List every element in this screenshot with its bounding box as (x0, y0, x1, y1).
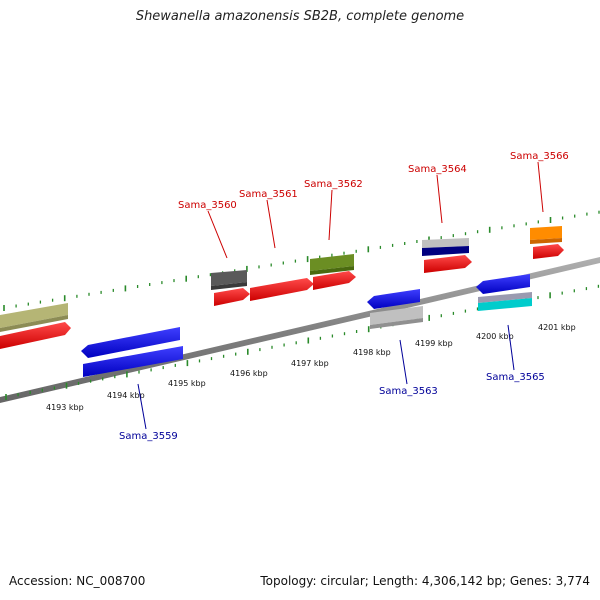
cds-forward (0, 322, 71, 349)
cds-reverse (476, 274, 530, 294)
cds-reverse (81, 327, 180, 358)
cds-forward (313, 271, 356, 290)
gene-label-reverse: Sama_3563 (379, 386, 438, 397)
feature-other (310, 266, 354, 275)
ruler-label: 4201 kbp (538, 323, 576, 332)
cds-reverse (367, 289, 420, 309)
feature-other (211, 282, 247, 290)
feature-other (478, 292, 532, 303)
ruler-label: 4195 kbp (168, 379, 206, 388)
ruler-label: 4199 kbp (415, 339, 453, 348)
feature-other (422, 238, 469, 248)
genome-stats-label: Topology: circular; Length: 4,306,142 bp… (260, 574, 590, 588)
map-title: Shewanella amazonensis SB2B, complete ge… (135, 9, 465, 24)
forward-features (0, 226, 564, 349)
ruler-label: 4200 kbp (476, 332, 514, 341)
feature-other (422, 246, 469, 256)
cds-forward (424, 255, 472, 273)
feature-other (370, 306, 423, 325)
ruler-label: 4198 kbp (353, 348, 391, 357)
gene-label-reverse: Sama_3559 (119, 431, 178, 442)
reverse-features (81, 274, 532, 377)
feature-other (0, 315, 68, 332)
ruler-labels: 4193 kbp 4194 kbp 4195 kbp 4196 kbp 4197… (46, 323, 576, 412)
gene-label-reverse: Sama_3565 (486, 372, 545, 383)
gene-label-forward: Sama_3561 (239, 189, 298, 200)
gene-label-forward: Sama_3562 (304, 179, 363, 190)
cds-forward (214, 288, 250, 306)
ruler-label: 4194 kbp (107, 391, 145, 400)
cds-forward (533, 244, 564, 259)
gene-labels: Sama_3560 Sama_3561 Sama_3562 Sama_3564 … (119, 151, 569, 442)
ruler-label: 4193 kbp (46, 403, 84, 412)
ruler-ticks-forward (3, 210, 600, 311)
feature-other (478, 298, 532, 311)
feature-other (530, 238, 562, 244)
cds-forward (250, 278, 314, 301)
gene-label-forward: Sama_3566 (510, 151, 569, 162)
ruler-label: 4197 kbp (291, 359, 329, 368)
feature-other (310, 254, 354, 271)
feature-other (211, 270, 247, 286)
gene-label-forward: Sama_3560 (178, 200, 237, 211)
accession-label: Accession: NC_008700 (9, 574, 146, 588)
feature-other (0, 303, 68, 328)
feature-other (530, 226, 562, 240)
label-leaders (137, 161, 544, 430)
ruler-label: 4196 kbp (230, 369, 268, 378)
gene-label-forward: Sama_3564 (408, 164, 467, 175)
cds-reverse (83, 346, 183, 377)
genome-backbone (0, 257, 600, 403)
feature-other (370, 318, 423, 329)
